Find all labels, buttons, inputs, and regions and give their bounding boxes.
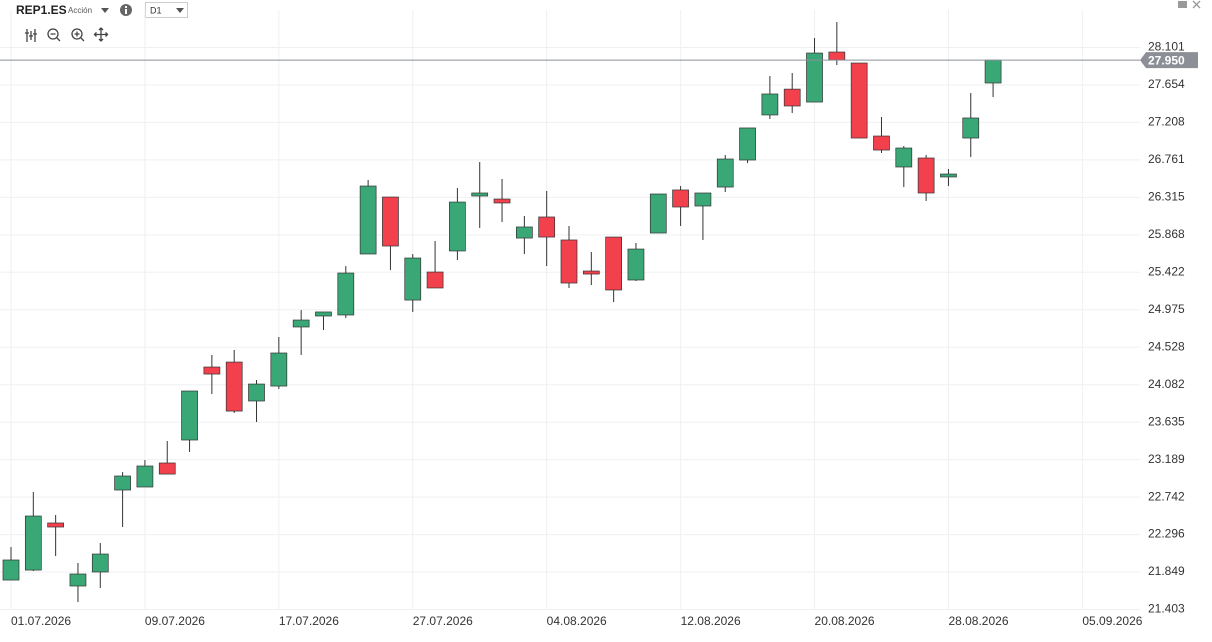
window-minimize[interactable]: [1178, 1, 1187, 8]
timeframe: D1: [150, 5, 162, 15]
candle-body: [716, 158, 734, 188]
x-tick-label: 17.07.2026: [279, 614, 339, 628]
candle-body: [382, 196, 399, 247]
candle-body: [426, 271, 444, 289]
candle-body: [248, 383, 265, 402]
y-tick-label: 22.742: [1148, 489, 1185, 503]
candle-body: [516, 226, 533, 239]
candle-body: [471, 192, 489, 197]
y-tick-label: 27.208: [1148, 115, 1185, 129]
candle-body: [694, 192, 712, 207]
y-tick-label: 22.296: [1148, 527, 1185, 541]
candle-body: [136, 465, 154, 488]
y-tick-label: 26.315: [1148, 190, 1185, 204]
y-tick-label: 21.849: [1148, 564, 1185, 578]
candle-body: [359, 185, 377, 255]
y-tick-label: 23.635: [1148, 414, 1185, 428]
y-tick-label: 26.761: [1148, 152, 1185, 166]
x-tick-label: 01.07.2026: [11, 614, 71, 628]
candle-body: [538, 216, 556, 238]
symbol-dropdown[interactable]: [101, 8, 109, 13]
candle-body: [917, 157, 935, 194]
toolbar: REP1.ES Acción D1: [16, 0, 1201, 42]
candle-body: [761, 93, 779, 116]
candle-body: [783, 88, 801, 107]
zoom-in-icon[interactable]: [71, 28, 83, 40]
candle-body: [873, 135, 890, 151]
y-tick-label: 25.422: [1148, 264, 1185, 278]
candle-body: [739, 127, 756, 161]
pan-icon[interactable]: [93, 27, 109, 42]
timeframe-dropdown: [176, 8, 184, 13]
symbol: REP1.ES: [16, 3, 67, 17]
x-tick-label: 05.09.2026: [1082, 614, 1142, 628]
x-tick-label: 28.08.2026: [948, 614, 1008, 628]
candle-body: [449, 201, 466, 252]
window-close[interactable]: [1192, 0, 1201, 9]
candle-body: [582, 270, 600, 275]
y-tick-label: 24.528: [1148, 339, 1185, 353]
candle-body: [337, 272, 355, 316]
candle-body: [47, 522, 64, 528]
chart-tools[interactable]: [25, 27, 109, 42]
y-tick-label: 24.082: [1148, 377, 1185, 391]
y-tick-label: 27.654: [1148, 77, 1185, 91]
info-glyph-dot: [125, 6, 127, 8]
candle-body: [203, 366, 221, 375]
candle-body: [649, 193, 667, 234]
candle-body: [404, 257, 422, 301]
candle-body: [493, 198, 511, 204]
candle-body: [895, 147, 913, 168]
x-tick-label: 20.08.2026: [815, 614, 875, 628]
candle-body: [158, 462, 176, 475]
y-tick-label: 24.975: [1148, 302, 1185, 316]
candle-body: [292, 319, 310, 328]
y-tick-label: 21.403: [1148, 602, 1185, 616]
last-price-label: 27.950: [1148, 53, 1185, 67]
candle-body: [560, 239, 578, 284]
candle-body: [69, 573, 87, 587]
candle-body: [270, 352, 288, 387]
last-price-flag: [1140, 52, 1198, 69]
instrument-type: Acción: [68, 6, 92, 15]
chart-type-icon[interactable]: [25, 29, 37, 42]
candle-body: [2, 559, 20, 581]
candle-body: [806, 52, 823, 103]
candle-body: [181, 390, 198, 441]
candle-body: [225, 361, 243, 412]
candle-body: [984, 59, 1002, 84]
x-tick-label: 27.07.2026: [413, 614, 473, 628]
candle-body: [940, 173, 957, 178]
zoom-out-icon[interactable]: [47, 28, 59, 40]
x-tick-label: 04.08.2026: [547, 614, 607, 628]
y-tick-label: 28.101: [1148, 40, 1185, 54]
candle-body: [605, 236, 622, 291]
plot-area: 28.101 27.654 27.208 26.761 26.315 25.868 25.4…: [0, 10, 1198, 628]
candle-body: [91, 553, 109, 573]
candle-body: [24, 515, 42, 571]
candle-body: [114, 475, 131, 491]
candle-body: [672, 189, 689, 208]
candle-body: [315, 311, 332, 317]
y-tick-label: 25.868: [1148, 227, 1185, 241]
candle-body: [828, 51, 846, 61]
candle-body: [962, 117, 980, 139]
y-tick-label: 23.189: [1148, 452, 1185, 466]
info-glyph: [125, 9, 127, 14]
candle-body: [850, 62, 868, 139]
x-tick-label: 09.07.2026: [145, 614, 205, 628]
candle-body: [627, 248, 645, 281]
timeframe-select[interactable]: [145, 2, 188, 18]
x-tick-label: 12.08.2026: [681, 614, 741, 628]
